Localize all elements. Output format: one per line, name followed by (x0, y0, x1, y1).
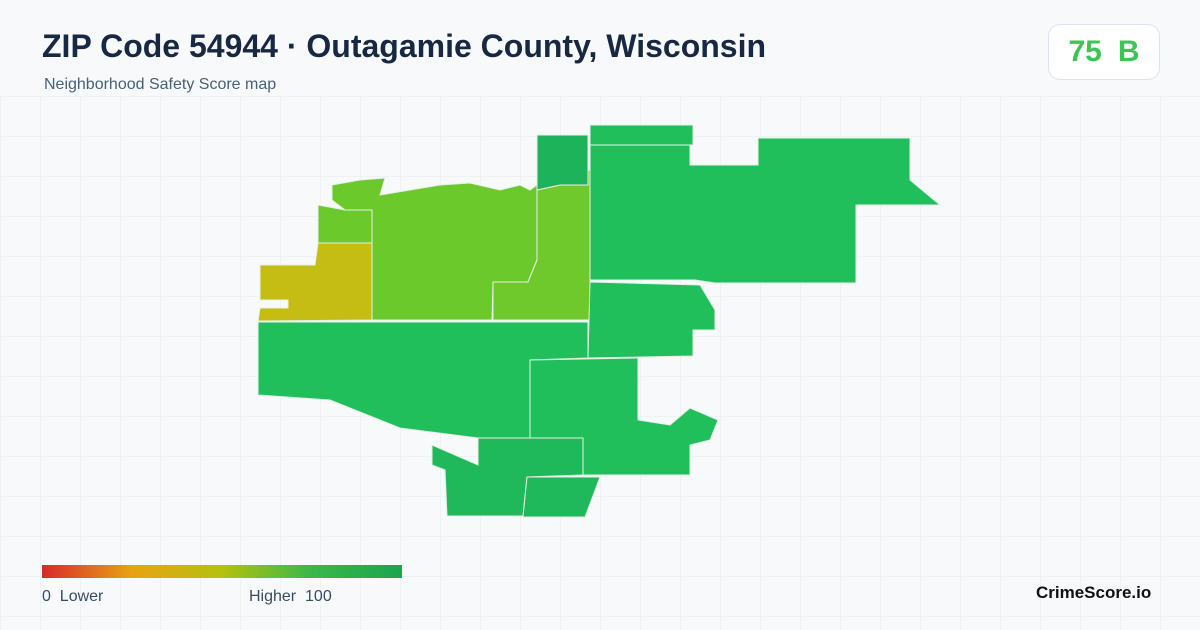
zone (536, 134, 589, 191)
score-badge: 75 B (1048, 24, 1160, 80)
legend-gradient (42, 565, 402, 578)
zone (589, 124, 694, 146)
zone (589, 137, 942, 284)
legend-max-value: 100 (305, 588, 332, 605)
legend-min: 0 Lower (42, 588, 103, 606)
zone (257, 242, 373, 322)
score: 75 (1068, 35, 1102, 68)
title: ZIP Code 54944 · Outagamie County, Wisco… (42, 28, 767, 64)
subtitle: Neighborhood Safety Score map (44, 76, 277, 93)
zone (587, 281, 716, 359)
legend-max-label: Higher (249, 588, 297, 605)
zone (317, 204, 373, 244)
legend-max: Higher 100 (249, 588, 332, 606)
zone (522, 476, 601, 518)
legend-min-value: 0 (42, 588, 51, 605)
brand: CrimeScore.io (1036, 583, 1152, 602)
zone (331, 177, 538, 321)
grade: B (1117, 35, 1140, 68)
legend-min-label: Lower (59, 588, 104, 605)
